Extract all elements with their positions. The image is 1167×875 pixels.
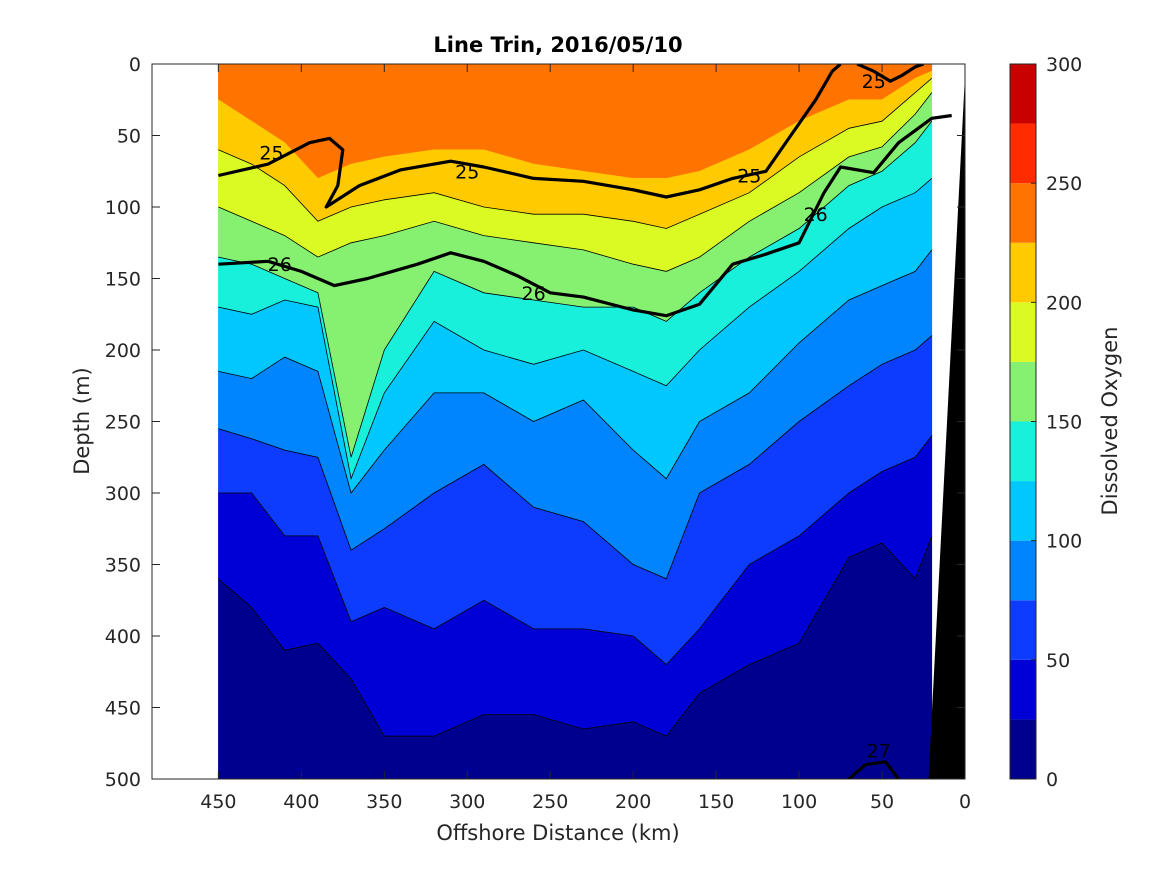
colorbar-ticks: 0 50 100 150 200 250 300 bbox=[1031, 54, 1082, 791]
thin-isopycnal-line bbox=[218, 92, 933, 272]
isopycnal-label: 25 bbox=[455, 161, 479, 183]
colorbar-segment bbox=[1010, 361, 1036, 422]
x-tick-label: 300 bbox=[449, 791, 485, 813]
thin-isopycnal-line bbox=[218, 335, 933, 580]
colorbar-segment bbox=[1010, 600, 1036, 660]
colorbar-tick-label: 300 bbox=[1046, 54, 1082, 76]
y-tick-label: 100 bbox=[105, 197, 141, 219]
isopycnal-25-line bbox=[218, 64, 842, 209]
oxygen-contour-fill bbox=[218, 64, 933, 779]
isopycnal-contours bbox=[218, 64, 952, 779]
x-tick-label: 200 bbox=[615, 791, 651, 813]
y-tick-label: 350 bbox=[105, 555, 141, 577]
y-tick-label: 400 bbox=[105, 626, 141, 648]
x-tick-label: 150 bbox=[698, 791, 734, 813]
y-tick-label: 300 bbox=[105, 483, 141, 505]
thin-isopycnal-line bbox=[218, 249, 933, 494]
colorbar-segment bbox=[1010, 64, 1036, 124]
thin-isopycnal-line bbox=[218, 120, 933, 458]
x-tick-label: 400 bbox=[283, 791, 319, 813]
chart-title: Line Trin, 2016/05/10 bbox=[433, 33, 682, 57]
y-tick-label: 0 bbox=[129, 54, 141, 76]
colorbar-tick-label: 150 bbox=[1046, 412, 1082, 434]
colorbar-segment bbox=[1010, 123, 1036, 184]
colorbar-segment bbox=[1010, 719, 1036, 779]
x-axis-label: Offshore Distance (km) bbox=[436, 821, 679, 845]
colorbar bbox=[1009, 63, 1037, 780]
isopycnal-labels: 25 25 25 25 26 26 26 27 bbox=[259, 71, 890, 762]
x-tick-label: 450 bbox=[200, 791, 236, 813]
colorbar-tick-label: 250 bbox=[1046, 173, 1082, 195]
thin-isopycnal-line bbox=[218, 435, 933, 666]
isopycnal-label: 25 bbox=[737, 166, 761, 188]
x-axis-ticks: 450 400 350 300 250 200 150 100 50 0 bbox=[200, 64, 971, 813]
x-tick-label: 100 bbox=[781, 791, 817, 813]
colorbar-segment bbox=[1010, 421, 1036, 482]
isopycnal-25-line bbox=[856, 64, 925, 83]
y-tick-label: 500 bbox=[105, 769, 141, 791]
colorbar-segment bbox=[1010, 481, 1036, 541]
isopycnal-27-line bbox=[847, 760, 900, 779]
colorbar-segment bbox=[1010, 540, 1036, 601]
colorbar-segment bbox=[1010, 242, 1036, 303]
thin-isopycnal-line bbox=[218, 535, 933, 737]
continental-shelf-bathymetry bbox=[928, 75, 965, 779]
y-axis-label: Depth (m) bbox=[70, 367, 94, 474]
colorbar-segment bbox=[1010, 659, 1036, 720]
colorbar-tick-label: 0 bbox=[1046, 769, 1058, 791]
y-tick-label: 200 bbox=[105, 340, 141, 362]
x-tick-label: 50 bbox=[870, 791, 894, 813]
colorbar-segment bbox=[1010, 183, 1036, 243]
y-axis-ticks: 0 50 100 150 200 250 300 350 400 450 500 bbox=[105, 54, 965, 791]
isopycnal-label: 26 bbox=[268, 254, 292, 276]
isopycnal-label: 27 bbox=[867, 740, 891, 762]
colorbar-label: Dissolved Oxygen bbox=[1098, 327, 1122, 516]
colorbar-tick-label: 100 bbox=[1046, 531, 1082, 553]
y-tick-label: 50 bbox=[117, 126, 141, 148]
isopycnal-label: 25 bbox=[259, 143, 283, 165]
isopycnal-label: 26 bbox=[804, 204, 828, 226]
isopycnal-label: 26 bbox=[522, 283, 546, 305]
isopycnal-label: 25 bbox=[862, 71, 886, 93]
x-tick-label: 350 bbox=[366, 791, 402, 813]
y-tick-label: 450 bbox=[105, 698, 141, 720]
colorbar-tick-label: 200 bbox=[1046, 292, 1082, 314]
colorbar-segment bbox=[1010, 302, 1036, 362]
thin-isopycnal-line bbox=[218, 77, 933, 229]
y-tick-label: 150 bbox=[105, 269, 141, 291]
y-tick-label: 250 bbox=[105, 412, 141, 434]
x-tick-label: 0 bbox=[959, 791, 971, 813]
thin-isopycnal-line bbox=[218, 178, 933, 481]
isopycnal-26-line bbox=[218, 113, 952, 318]
colorbar-tick-label: 50 bbox=[1046, 650, 1070, 672]
x-tick-label: 250 bbox=[532, 791, 568, 813]
